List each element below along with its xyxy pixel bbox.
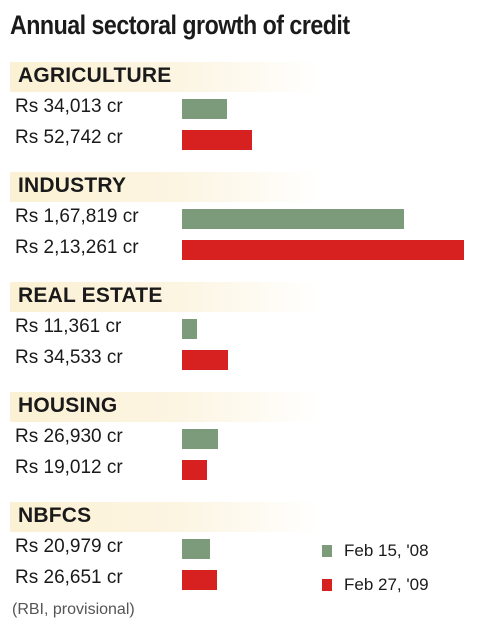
sector-heading-band [10, 392, 320, 422]
bar-feb-27-09 [182, 240, 464, 260]
bar-feb-15-08 [182, 209, 404, 229]
sector-heading-band [10, 282, 320, 312]
bar-feb-15-08 [182, 539, 210, 559]
bar-feb-15-08 [182, 429, 218, 449]
legend-label: Feb 27, '09 [344, 575, 429, 594]
bar-feb-15-08 [182, 319, 197, 339]
bar-feb-27-09 [182, 130, 252, 150]
bar-feb-27-09 [182, 570, 217, 590]
value-label: Rs 1,67,819 cr [15, 206, 139, 227]
value-label: Rs 52,742 cr [15, 127, 123, 148]
chart-title: Annual sectoral growth of credit [10, 10, 350, 40]
sector-heading: AGRICULTURE [18, 64, 172, 87]
sector-heading: INDUSTRY [18, 174, 127, 197]
bar-feb-27-09 [182, 460, 207, 480]
legend-label: Feb 15, '08 [344, 541, 429, 560]
source-note: (RBI, provisional) [12, 601, 135, 618]
value-label: Rs 2,13,261 cr [15, 237, 139, 258]
sector-heading-band [10, 172, 320, 202]
legend-swatch-feb-15-08 [322, 545, 332, 557]
bar-feb-15-08 [182, 99, 227, 119]
sector-heading-band [10, 62, 320, 92]
value-label: Rs 34,013 cr [15, 96, 123, 117]
value-label: Rs 26,930 cr [15, 426, 123, 447]
sector-heading-band [10, 502, 320, 532]
value-label: Rs 19,012 cr [15, 457, 123, 478]
value-label: Rs 26,651 cr [15, 567, 123, 588]
sector-heading: NBFCS [18, 504, 92, 527]
legend-swatch-feb-27-09 [322, 579, 332, 591]
value-label: Rs 34,533 cr [15, 347, 123, 368]
bar-feb-27-09 [182, 350, 228, 370]
sector-heading: HOUSING [18, 394, 118, 417]
value-label: Rs 11,361 cr [15, 316, 122, 337]
value-label: Rs 20,979 cr [15, 536, 123, 557]
sector-heading: REAL ESTATE [18, 284, 163, 307]
